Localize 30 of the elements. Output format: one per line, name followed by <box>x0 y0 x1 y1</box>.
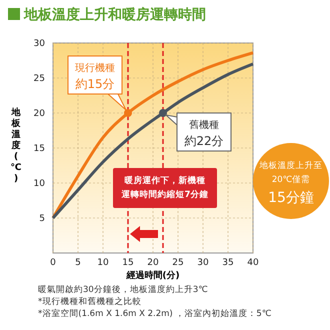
text: *浴室空間(1.6m X 1.6m X 2.2m) ，浴室內初始溫度：5℃ <box>38 308 272 319</box>
text: 地板溫度上升至 <box>258 160 322 171</box>
x-axis-title: 經過時間(分) <box>125 270 180 281</box>
chart-title: 地板溫度上升和暖房運轉時間 <box>23 6 206 23</box>
text: *現行機種和舊機種之比較 <box>38 296 142 307</box>
y-tick-label: 25 <box>34 74 45 84</box>
x-tick-label: 10 <box>97 258 109 268</box>
y-tick-label: 30 <box>34 39 46 49</box>
annotation: 運轉時間約縮短7分鐘 <box>120 189 208 200</box>
y-axis-title: 地板溫度(℃) <box>10 107 22 184</box>
x-tick-label: 25 <box>172 258 184 268</box>
x-tick-label: 15 <box>122 258 134 268</box>
x-tick-label: 5 <box>75 258 81 268</box>
annotation: 現行機種 <box>75 62 115 74</box>
annotation: 約22分 <box>184 134 224 148</box>
x-tick-label: 20 <box>147 258 159 268</box>
y-tick-label: 10 <box>34 179 46 189</box>
annotation: 約15分 <box>75 77 115 91</box>
text: 20℃僅需 <box>272 174 310 185</box>
text: 暖氣開啟約30分鐘後，地板溫度約上升3℃ <box>38 284 208 295</box>
x-tick-label: 30 <box>197 258 209 268</box>
x-tick-label: 0 <box>50 258 56 268</box>
y-tick-label: 20 <box>34 109 46 119</box>
text: 15分鐘 <box>268 190 314 206</box>
x-tick-label: 35 <box>222 258 234 268</box>
y-tick-label: 5 <box>39 214 45 224</box>
annotation: 暖房運作下，新機種 <box>124 175 206 186</box>
y-tick-label: 15 <box>34 144 45 154</box>
annotation: 舊機種 <box>189 119 219 131</box>
x-tick-label: 40 <box>247 258 259 268</box>
